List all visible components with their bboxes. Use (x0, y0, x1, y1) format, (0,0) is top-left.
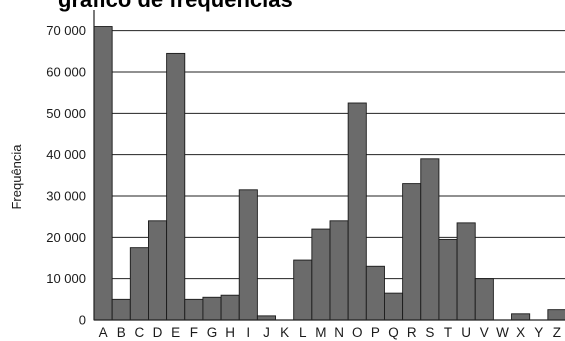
bar-m (311, 228, 331, 321)
x-tick-label: G (207, 325, 218, 340)
y-tick-label: 30 000 (46, 189, 86, 204)
bar-a (93, 26, 113, 321)
x-tick-label: N (334, 325, 344, 340)
bar-q (384, 292, 404, 321)
y-tick-label: 0 (79, 313, 86, 328)
bar-t (438, 238, 458, 321)
y-tick-label: 10 000 (46, 271, 86, 286)
bar-j (256, 315, 276, 321)
bar-p (365, 265, 385, 321)
bar-v (474, 278, 494, 321)
x-tick-label: I (246, 325, 250, 340)
bar-x (511, 313, 531, 321)
y-tick-label: 20 000 (46, 230, 86, 245)
x-tick-label: H (225, 325, 235, 340)
x-tick-label: A (99, 325, 108, 340)
y-tick-label: 60 000 (46, 65, 86, 80)
bar-l (293, 259, 313, 321)
bar-f (184, 298, 204, 321)
x-tick-label: C (135, 325, 145, 340)
x-tick-label: F (190, 325, 198, 340)
x-tick-label: V (480, 325, 489, 340)
x-tick-label: E (171, 325, 180, 340)
x-tick-label: Y (534, 325, 543, 340)
bar-h (220, 294, 240, 321)
x-tick-label: T (444, 325, 452, 340)
y-tick-labels: 0 10 000 20 000 30 000 40 000 50 000 60 000 70 … (46, 23, 86, 327)
x-tick-label: Q (388, 325, 399, 340)
x-tick-label: R (407, 325, 417, 340)
x-tick-label: L (299, 325, 307, 340)
x-tick-label: D (153, 325, 163, 340)
bar-i (238, 189, 258, 321)
x-tick-label: W (496, 325, 509, 340)
x-tick-label: S (425, 325, 434, 340)
x-tick-label: B (117, 325, 126, 340)
bar-o (347, 102, 367, 321)
bar-c (129, 247, 149, 321)
x-tick-label: J (263, 325, 270, 340)
x-tick-label: Z (553, 325, 561, 340)
axes (93, 10, 565, 321)
x-tick-label: U (461, 325, 471, 340)
bar-r (402, 183, 422, 321)
x-tick-label: K (280, 325, 289, 340)
chart-title: gráfico de frequências (58, 0, 293, 12)
bar-z (547, 309, 565, 321)
bar-b (111, 298, 131, 321)
y-tick-label: 50 000 (46, 106, 86, 121)
bar-d (148, 220, 168, 321)
x-tick-label: M (315, 325, 326, 340)
bars (93, 26, 565, 321)
x-tick-label: P (371, 325, 380, 340)
bar-u (456, 222, 476, 321)
x-tick-label: O (352, 325, 363, 340)
x-tick-label: X (516, 325, 525, 340)
chart-title-group: gráfico de frequências (58, 0, 293, 12)
y-tick-label: 70 000 (46, 23, 86, 38)
bar-s (420, 158, 440, 321)
y-axis-title: Frequência (9, 144, 24, 210)
bar-g (202, 296, 222, 321)
bar-n (329, 220, 349, 321)
bar-e (166, 52, 186, 321)
y-tick-label: 40 000 (46, 147, 86, 162)
